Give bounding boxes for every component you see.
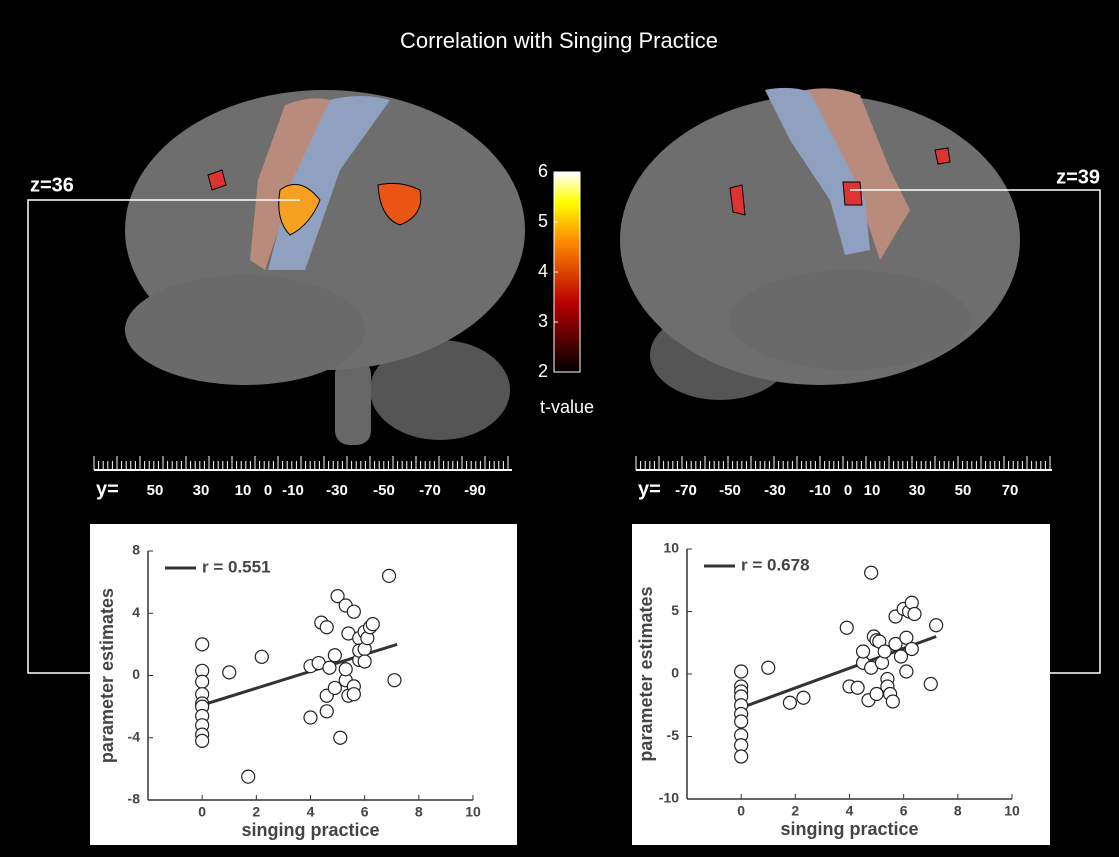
colorbar-tick-label: 5 <box>538 211 548 231</box>
colorbar-label: t-value <box>540 397 594 417</box>
data-point <box>242 770 255 783</box>
data-point <box>347 688 360 701</box>
ruler-label: -90 <box>464 482 486 499</box>
x-tick-label: 4 <box>307 804 315 820</box>
data-point <box>334 731 347 744</box>
x-tick-label: 0 <box>198 804 206 820</box>
data-point <box>840 621 853 634</box>
ruler-prefix: y= <box>96 478 119 500</box>
x-tick-label: 4 <box>846 803 854 819</box>
data-point <box>320 621 333 634</box>
data-point <box>924 678 937 691</box>
ruler-label: 0 <box>264 482 272 499</box>
z-label: z=39 <box>1056 166 1100 188</box>
ruler-label: 50 <box>147 482 164 499</box>
data-point <box>900 665 913 678</box>
data-point <box>304 711 317 724</box>
x-tick-label: 10 <box>1004 803 1020 819</box>
figure: Correlation with Singing Practice z=36 z… <box>0 0 1119 857</box>
ruler-label: 10 <box>864 482 881 499</box>
x-tick-label: 2 <box>252 804 260 820</box>
y-axis-label: parameter estimates <box>97 588 117 763</box>
ruler-label: -10 <box>282 482 304 499</box>
y-tick-label: 8 <box>132 542 140 558</box>
data-point <box>388 674 401 687</box>
data-point <box>366 618 379 631</box>
legend-label: r = 0.551 <box>202 557 271 576</box>
data-point <box>347 605 360 618</box>
data-point <box>851 681 864 694</box>
data-point <box>857 645 870 658</box>
plot-panel <box>90 524 517 845</box>
data-point <box>383 569 396 582</box>
data-point <box>328 649 341 662</box>
ruler-label: -70 <box>419 482 441 499</box>
ruler-label: 50 <box>955 482 972 499</box>
data-point <box>762 661 775 674</box>
x-axis-label: singing practice <box>241 820 379 840</box>
y-tick-label: 5 <box>671 602 679 618</box>
data-point <box>196 675 209 688</box>
colorbar-tick-label: 4 <box>538 261 548 281</box>
ruler-label: 70 <box>1002 482 1019 499</box>
y-tick-label: 0 <box>132 666 140 682</box>
data-point <box>783 696 796 709</box>
data-point <box>735 665 748 678</box>
ruler-label: -50 <box>373 482 395 499</box>
colorbar-tick-label: 3 <box>538 311 548 331</box>
x-tick-label: 0 <box>737 803 745 819</box>
y-tick-label: 10 <box>663 540 679 556</box>
data-point <box>886 695 899 708</box>
ruler-label: 0 <box>844 482 852 499</box>
y-tick-label: 4 <box>132 604 140 620</box>
ruler-label: -30 <box>764 482 786 499</box>
data-point <box>865 566 878 579</box>
y-tick-label: -8 <box>128 791 141 807</box>
ruler-prefix: y= <box>638 478 661 500</box>
data-point <box>735 750 748 763</box>
y-tick-label: -10 <box>659 790 679 806</box>
data-point <box>223 666 236 679</box>
y-tick-label: -4 <box>128 728 141 744</box>
x-tick-label: 6 <box>361 804 369 820</box>
data-point <box>320 705 333 718</box>
ruler-label: 10 <box>235 482 252 499</box>
colorbar-tick-label: 2 <box>538 361 548 381</box>
data-point <box>908 608 921 621</box>
x-axis-label: singing practice <box>780 819 918 839</box>
y-axis-label: parameter estimates <box>636 586 656 761</box>
x-tick-label: 2 <box>791 803 799 819</box>
data-point <box>196 638 209 651</box>
legend-label: r = 0.678 <box>741 555 810 574</box>
data-point <box>323 661 336 674</box>
plot-panel <box>632 524 1050 845</box>
ruler-label: 30 <box>193 482 210 499</box>
data-point <box>196 734 209 747</box>
x-tick-label: 10 <box>465 804 481 820</box>
y-tick-label: -5 <box>667 727 680 743</box>
z-label: z=36 <box>30 174 74 196</box>
x-tick-label: 8 <box>415 804 423 820</box>
ruler-label: 30 <box>909 482 926 499</box>
ruler-label: -50 <box>719 482 741 499</box>
ruler-label: -10 <box>809 482 831 499</box>
figure-title: Correlation with Singing Practice <box>400 28 718 53</box>
ruler-label: -30 <box>326 482 348 499</box>
x-tick-label: 8 <box>954 803 962 819</box>
x-tick-label: 6 <box>900 803 908 819</box>
ruler-label: -70 <box>675 482 697 499</box>
data-point <box>930 619 943 632</box>
data-point <box>797 691 810 704</box>
data-point <box>358 655 371 668</box>
data-point <box>735 715 748 728</box>
y-tick-label: 0 <box>671 665 679 681</box>
data-point <box>339 663 352 676</box>
colorbar-tick-label: 6 <box>538 161 548 181</box>
data-point <box>905 643 918 656</box>
data-point <box>255 650 268 663</box>
